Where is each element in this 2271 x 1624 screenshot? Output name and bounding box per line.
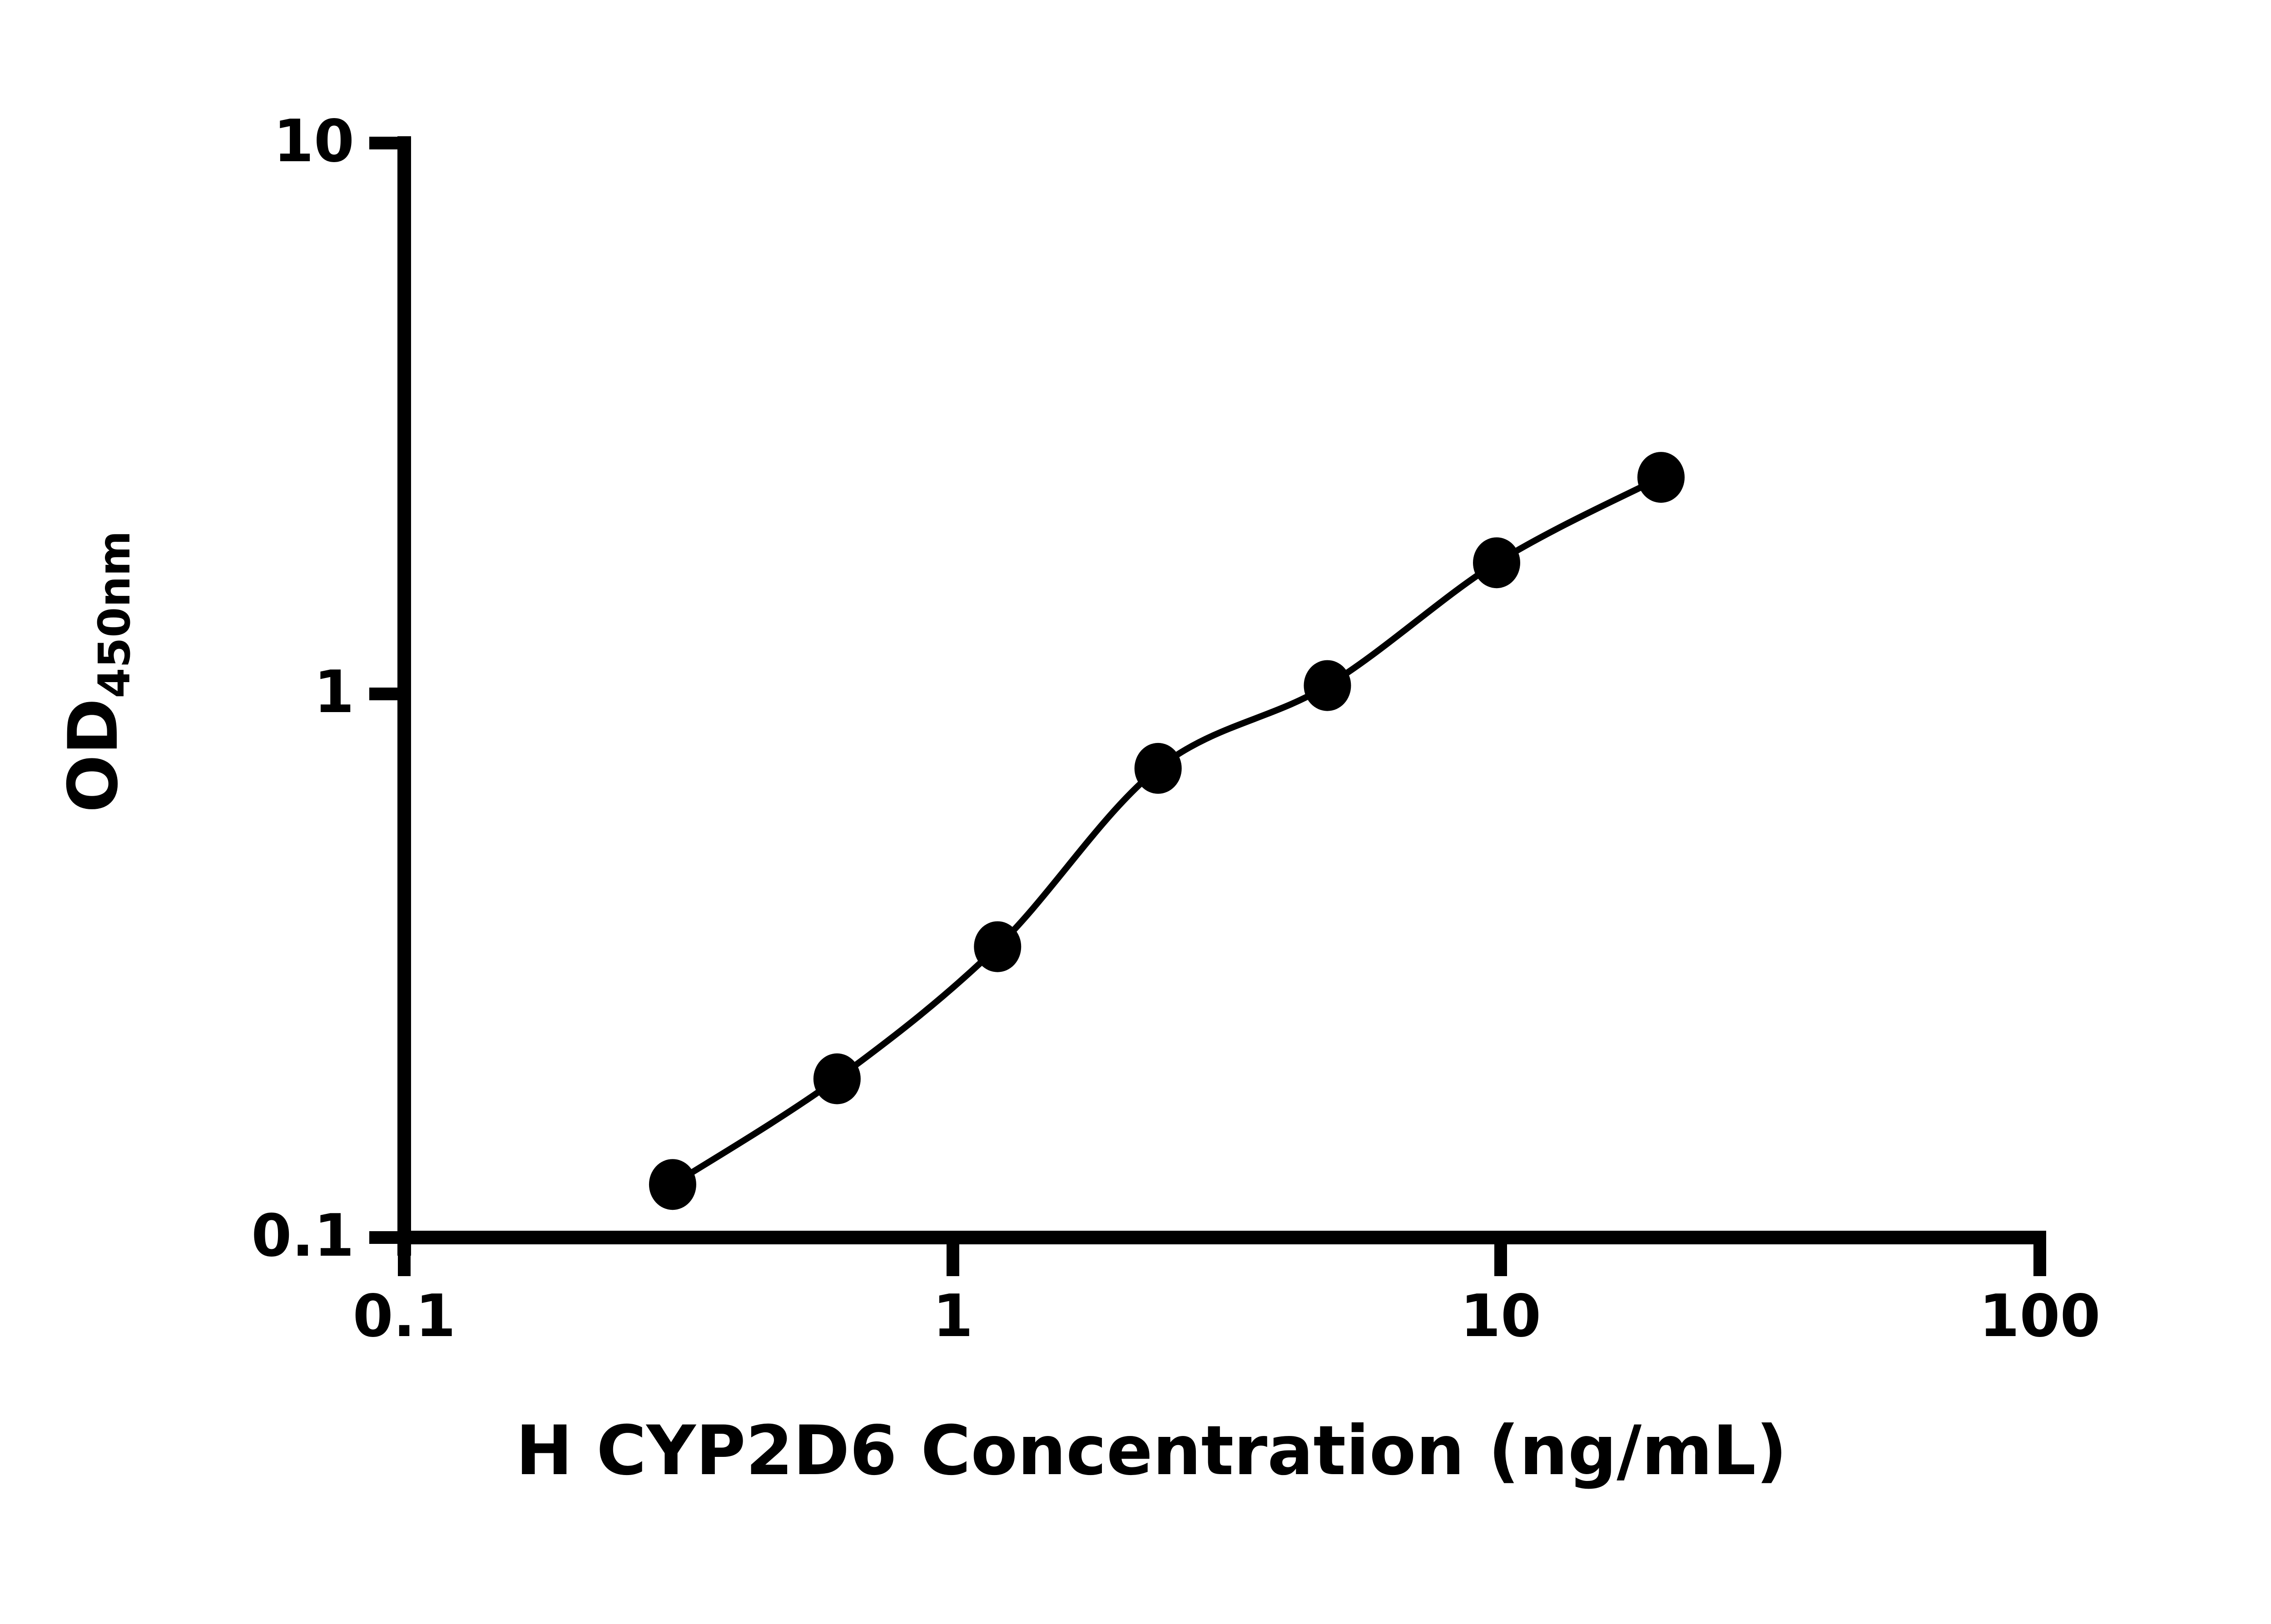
x-axis-title: H CYP2D6 Concentration (ng/mL) bbox=[516, 1411, 1787, 1490]
x-tick-100 bbox=[2033, 1244, 2046, 1276]
data-point-marker bbox=[1134, 743, 1182, 794]
y-axis-line bbox=[397, 136, 411, 1256]
y-tick-1 bbox=[369, 688, 397, 700]
x-axis-line bbox=[397, 1231, 2046, 1244]
x-tick-0.1 bbox=[398, 1244, 411, 1276]
x-tick-label-1: 1 bbox=[932, 1282, 973, 1350]
y-tick-label-0.1: 0.1 bbox=[251, 1202, 354, 1270]
x-tick-label-100: 100 bbox=[1979, 1282, 2101, 1350]
data-point-marker bbox=[1637, 452, 1685, 503]
data-point-markers bbox=[649, 452, 1685, 1210]
x-tick-label-0.1: 0.1 bbox=[352, 1282, 456, 1350]
data-point-marker bbox=[649, 1159, 696, 1210]
data-point-marker bbox=[1473, 537, 1520, 589]
x-tick-1 bbox=[947, 1244, 959, 1276]
data-point-marker bbox=[1304, 660, 1351, 711]
y-tick-10 bbox=[369, 137, 397, 149]
y-tick-label-1: 1 bbox=[313, 659, 354, 726]
x-tick-label-10: 10 bbox=[1460, 1282, 1542, 1350]
y-tick-0.1 bbox=[369, 1231, 397, 1244]
data-point-marker bbox=[974, 921, 1021, 972]
data-point-marker bbox=[813, 1053, 861, 1104]
y-tick-label-10: 10 bbox=[273, 108, 354, 175]
x-tick-10 bbox=[1494, 1244, 1507, 1276]
